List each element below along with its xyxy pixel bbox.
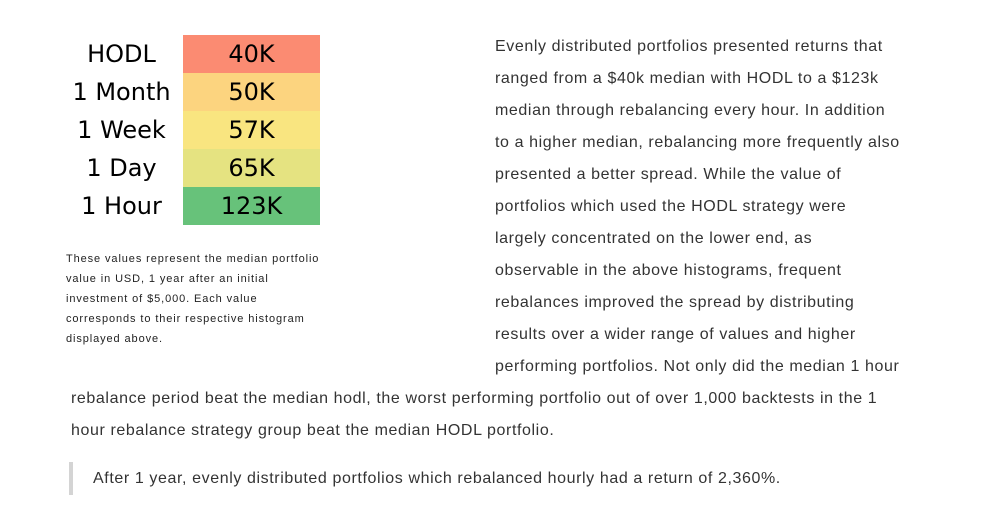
row-label: 1 Hour (81, 192, 162, 220)
table-row-1-week: 1 Week 57K (60, 111, 320, 149)
row-label: 1 Day (86, 154, 157, 182)
layout-spacer (71, 31, 495, 367)
blockquote: After 1 year, evenly distributed portfol… (69, 462, 869, 495)
median-values-table: HODL 40K 1 Month 50K 1 Week 57K 1 Day 65… (60, 35, 320, 225)
row-value: 50K (183, 73, 320, 111)
table-row-1-month: 1 Month 50K (60, 73, 320, 111)
row-value: 123K (183, 187, 320, 225)
row-label: 1 Month (72, 78, 171, 106)
row-label: HODL (87, 40, 156, 68)
table-row-1-hour: 1 Hour 123K (60, 187, 320, 225)
table-row-hodl: HODL 40K (60, 35, 320, 73)
table-row-1-day: 1 Day 65K (60, 149, 320, 187)
body-paragraph: Evenly distributed portfolios presented … (71, 38, 900, 439)
table-caption: These values represent the median portfo… (66, 253, 320, 345)
row-value: 57K (183, 111, 320, 149)
row-value: 40K (183, 35, 320, 73)
row-value: 65K (183, 149, 320, 187)
row-label: 1 Week (77, 116, 166, 144)
body-text: Evenly distributed portfolios presented … (71, 31, 901, 447)
